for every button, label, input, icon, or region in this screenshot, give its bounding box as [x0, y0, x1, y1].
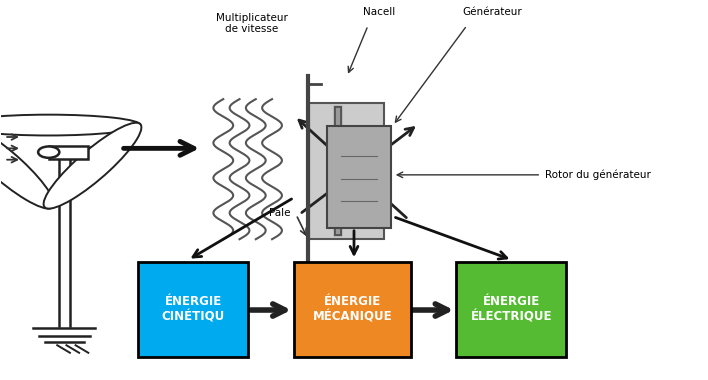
Text: Pale: Pale: [269, 208, 290, 218]
Text: ÉNERGIE
ÉLECTRIQUE: ÉNERGIE ÉLECTRIQUE: [471, 295, 552, 323]
FancyBboxPatch shape: [294, 262, 411, 356]
Text: Rotor du générateur: Rotor du générateur: [544, 169, 651, 180]
FancyBboxPatch shape: [139, 262, 248, 356]
FancyBboxPatch shape: [457, 262, 566, 356]
Text: ÉNERGIE
CINÉTIQU: ÉNERGIE CINÉTIQU: [161, 295, 225, 323]
Ellipse shape: [0, 115, 141, 136]
Bar: [49, 146, 88, 159]
Ellipse shape: [0, 123, 54, 209]
Text: Nacell: Nacell: [362, 7, 395, 17]
Text: Générateur: Générateur: [462, 7, 522, 17]
Text: ÉNERGIE
MÉCANIQUE: ÉNERGIE MÉCANIQUE: [312, 295, 392, 323]
Bar: [309, 103, 384, 239]
Ellipse shape: [44, 123, 142, 209]
Circle shape: [38, 146, 59, 158]
Bar: [327, 126, 391, 228]
Polygon shape: [88, 139, 127, 154]
Text: Multiplicateur
de vitesse: Multiplicateur de vitesse: [216, 13, 287, 34]
